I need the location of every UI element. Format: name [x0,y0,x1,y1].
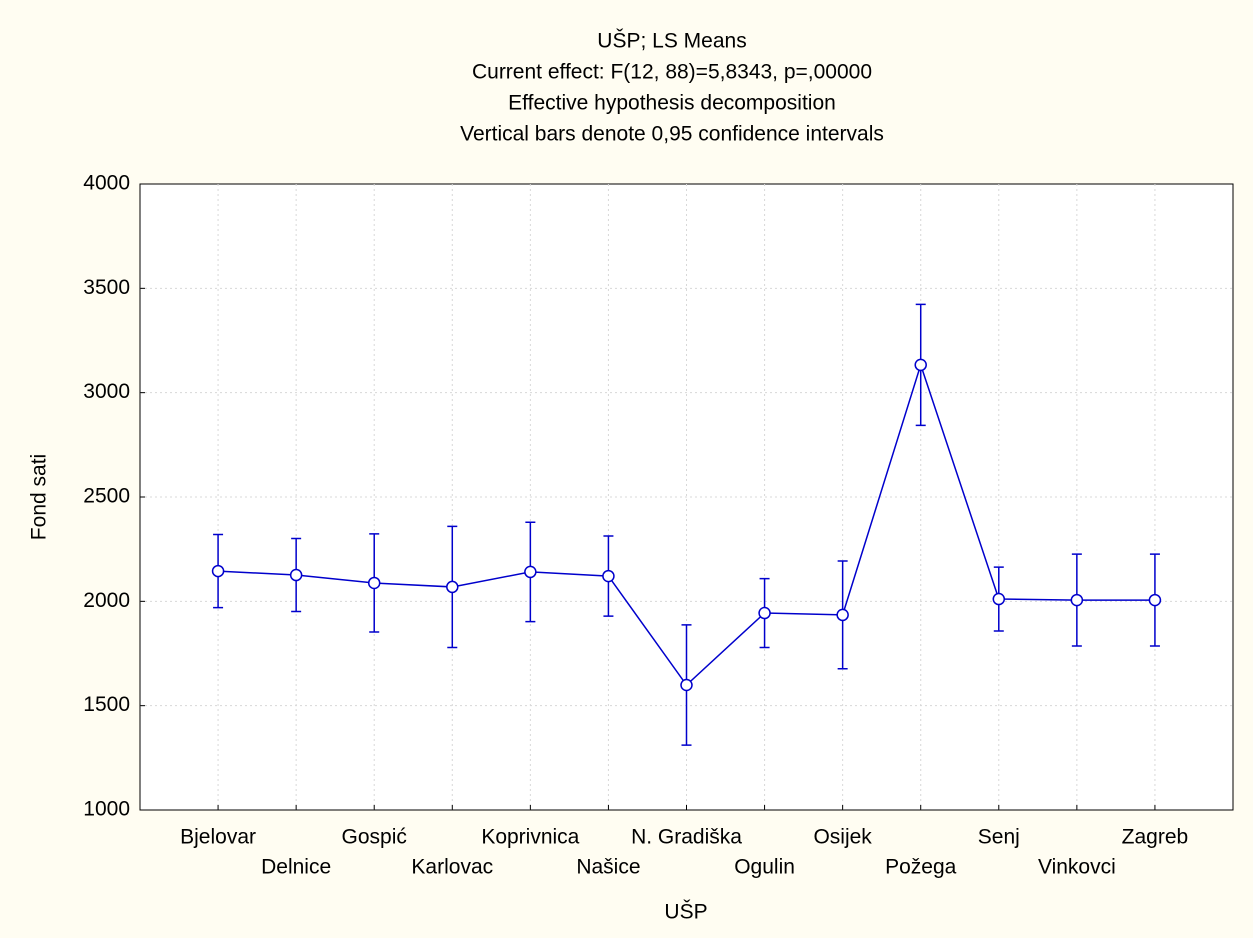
x-tick-label: Osijek [813,826,872,849]
x-tick-label: Delnice [261,856,331,879]
data-point [602,569,615,583]
chart-subtitle: Vertical bars denote 0,95 confidence int… [460,123,884,146]
data-point [1148,593,1162,607]
chart-title: UŠP; LS Means [597,30,746,53]
data-point [1070,593,1084,607]
y-axis-label: Fond sati [28,454,51,540]
x-tick-label: Senj [978,826,1020,849]
x-tick-label: N. Gradiška [631,826,742,849]
x-tick-label: Gospić [342,826,407,849]
x-tick-label: Vinkovci [1038,856,1116,879]
y-tick-label: 3000 [83,380,130,403]
data-point [524,565,537,579]
data-point [446,580,459,594]
y-tick-label: 1500 [83,693,130,716]
chart-subtitle: Effective hypothesis decomposition [508,92,836,115]
data-point [680,678,693,692]
data-point [758,606,771,620]
y-tick-label: 2500 [83,485,130,508]
data-point [289,568,303,582]
y-tick-label: 3500 [83,276,130,299]
x-tick-label: Zagreb [1122,826,1189,849]
data-point [836,608,849,622]
x-tick-label: Ogulin [734,856,795,879]
y-tick-label: 4000 [83,172,130,195]
x-tick-label: Našice [576,856,640,879]
x-tick-label: Koprivnica [481,826,579,849]
x-tick-label: Karlovac [411,856,493,879]
y-tick-label: 1000 [83,798,130,821]
data-point [914,358,927,372]
chart-subtitle: Current effect: F(12, 88)=5,8343, p=,000… [472,61,872,84]
x-tick-label: Požega [885,856,957,879]
data-point [211,564,225,578]
x-tick-label: Bjelovar [180,826,256,849]
x-axis-label: UŠP [664,901,707,924]
y-tick-label: 2000 [83,589,130,612]
data-point [367,576,381,590]
data-point [992,592,1006,606]
